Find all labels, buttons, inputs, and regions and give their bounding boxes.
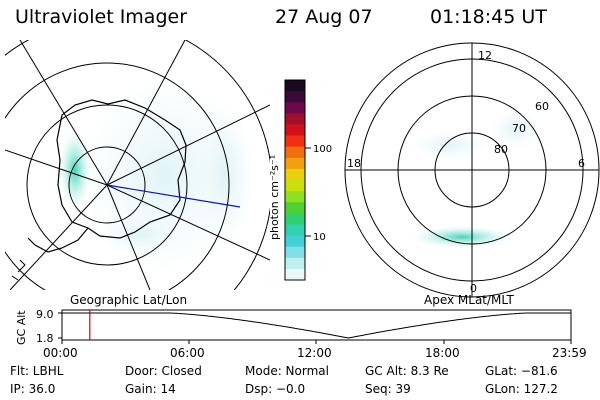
mlat-label-80: 80 [494,143,508,156]
latitude-circles [5,40,270,290]
status-gc-alt: GC Alt: 8.3 Re [365,364,449,378]
colorbar-segment [285,157,305,170]
left-panel-caption: Geographic Lat/Lon [70,293,188,307]
peninsula-coast [27,227,89,253]
mlt-label-6: 6 [578,157,585,170]
altitude-xtick-2359: 23:59 [552,346,587,360]
altitude-xtick-1800: 18:00 [425,346,460,360]
mlat-label-70: 70 [512,122,526,135]
status-mode: Mode: Normal [245,364,329,378]
colorbar-segment [285,113,305,125]
longitude-lines [5,40,270,290]
magnetic-polar-plot [344,42,600,298]
colorbar-segment [285,202,305,214]
altitude-ylabel: GC Alt [15,310,28,345]
mlt-label-12: 12 [478,49,492,62]
app-title: Ultraviolet Imager [15,6,188,28]
altitude-curve [62,312,571,339]
mlt-label-18: 18 [347,157,361,170]
altitude-plot [58,309,572,344]
aurora-bright-region [59,130,91,210]
status-dsp: Dsp: −0.0 [245,382,306,396]
colorbar-tick-100: 100 [313,144,332,155]
status-gain: Gain: 14 [125,382,176,396]
altitude-ytick-9: 9.0 [36,308,54,321]
colorbar-segment [285,268,305,281]
colorbar-frame [284,79,306,281]
colorbar-segment [285,102,305,114]
colorbar-segment [285,180,305,192]
time-label: 01:18:45 UT [430,6,547,28]
colorbar-segment [285,235,305,248]
geographic-map [5,40,270,290]
altitude-plot-frame [61,309,572,341]
date-label: 27 Aug 07 [275,6,373,28]
status-glat: GLat: −81.6 [485,364,558,378]
altitude-xtick-0600: 06:00 [170,346,205,360]
right-panel-caption: Apex MLat/MLT [424,293,514,307]
colorbar-segment [285,146,305,159]
colorbar-segment [285,124,305,137]
mlt-label-0: 0 [470,282,477,295]
colorbar-segment [285,168,305,181]
colorbar-ticks [305,147,311,237]
aurora-haze-south [100,217,180,253]
status-door: Door: Closed [125,364,202,378]
colorbar-segment [285,91,305,103]
altitude-xtick-1200: 12:00 [297,346,332,360]
status-seq: Seq: 39 [365,382,411,396]
mlat-label-60: 60 [535,100,549,113]
colorbar-unit-label: photon cm⁻²s⁻¹ [268,155,281,240]
colorbar [284,79,311,281]
colorbar-segment [285,213,305,225]
sun-direction-line [106,184,241,208]
altitude-ytick-1-8: 1.8 [36,332,54,345]
coastline [56,99,187,239]
altitude-xtick-0000: 00:00 [43,346,78,360]
altitude-y-ticks [58,312,62,339]
altitude-x-ticks [61,340,572,344]
aurora-oval-day [410,130,490,160]
colorbar-tick-10: 10 [313,232,326,243]
colorbar-segment [285,257,305,270]
aurora-haze-east [195,105,255,245]
colorbar-segment [285,191,305,203]
aurora-oval-dusk [490,110,540,150]
status-ip: IP: 36.0 [10,382,56,396]
colorbar-segment [285,80,305,92]
island-coast [11,259,26,281]
colorbar-segment [285,224,305,237]
status-filter: Flt: LBHL [10,364,64,378]
status-glon: GLon: 127.2 [485,382,558,396]
colorbar-segment [285,246,305,259]
colorbar-segment [285,135,305,148]
